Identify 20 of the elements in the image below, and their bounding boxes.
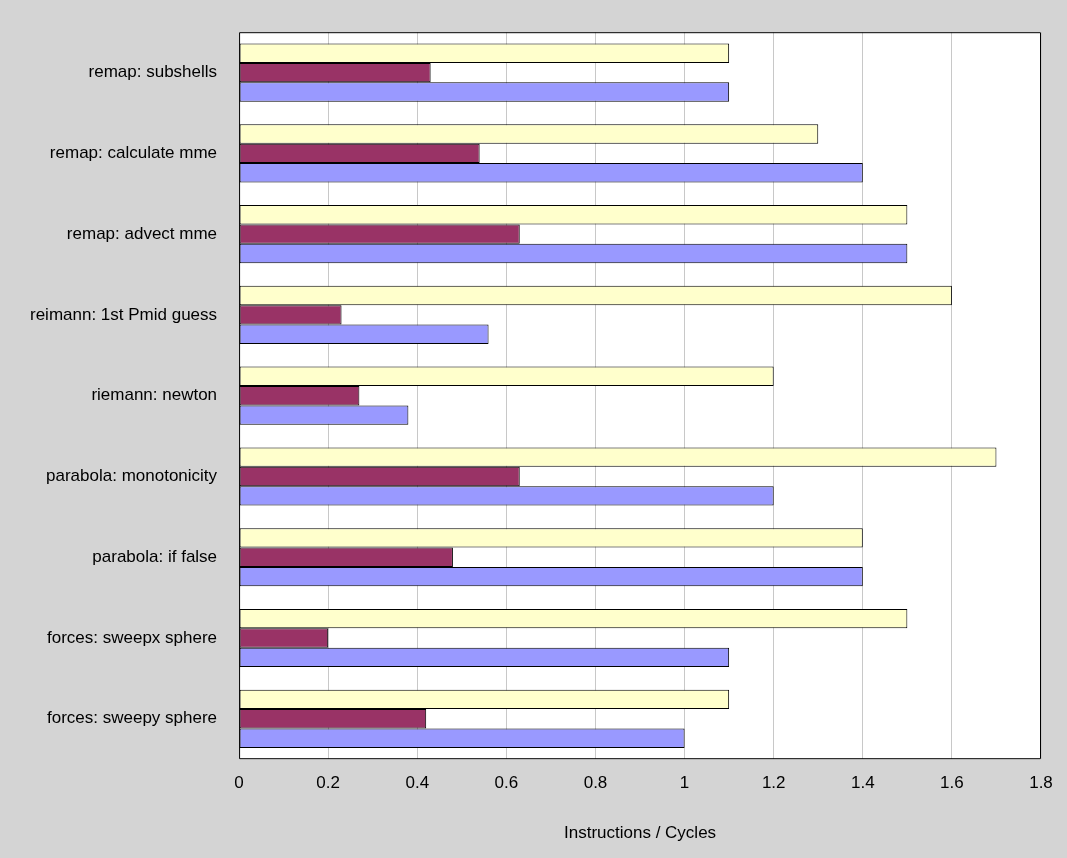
x-tick-label: 1.4	[850, 773, 875, 793]
y-tick-label: reimann: 1st Pmid guess	[29, 304, 218, 324]
y-tick-label: remap: advect mme	[66, 223, 218, 243]
x-tick-label: 1.6	[940, 773, 964, 793]
x-tick-label: 0.6	[494, 773, 519, 793]
x-tick-label: 0.4	[405, 773, 430, 793]
x-tick-label: 1.8	[1029, 773, 1053, 793]
y-tick-label: forces: sweepy sphere	[46, 708, 218, 728]
x-tick-label: 1	[679, 773, 690, 793]
y-tick-label: remap: calculate mme	[49, 143, 218, 163]
y-tick-label: remap: subshells	[88, 62, 218, 82]
x-tick-label: 1.2	[761, 773, 786, 793]
x-tick-label: 0.2	[316, 773, 341, 793]
x-tick-label: 0	[234, 773, 244, 793]
y-tick-label: parabola: if false	[92, 546, 218, 566]
y-tick-label: forces: sweepx sphere	[46, 627, 218, 647]
x-tick-label: 0.8	[583, 773, 608, 793]
x-axis-title: Instructions / Cycles	[563, 823, 717, 843]
y-tick-label: parabola: monotonicity	[46, 466, 218, 486]
y-tick-label: riemann: newton	[91, 385, 218, 405]
